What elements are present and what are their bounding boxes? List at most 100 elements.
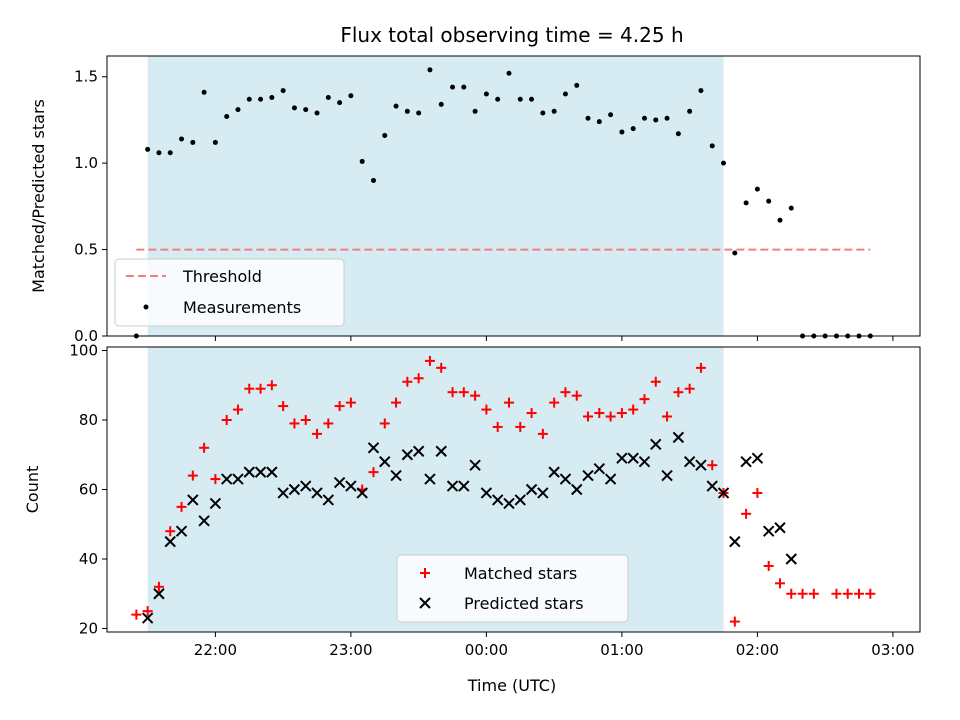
measurement-point: [325, 94, 331, 100]
measurement-point: [201, 89, 207, 95]
predicted-star-point: [435, 445, 447, 457]
measurement-point: [721, 160, 727, 166]
predicted-star-point: [638, 455, 651, 468]
count-y-tick-label: 20: [79, 620, 98, 638]
matched-star-point: [673, 387, 684, 398]
matched-star-point: [616, 408, 627, 419]
matched-star-point: [278, 401, 289, 412]
measurement-point: [483, 91, 489, 97]
matched-star-point: [854, 588, 865, 599]
predicted-star-point: [514, 494, 526, 506]
matched-star-point: [639, 394, 650, 405]
matched-star-point: [831, 588, 842, 599]
predicted-star-point: [559, 473, 572, 485]
measurement-point: [766, 198, 772, 204]
predicted-star-point: [153, 588, 165, 600]
predicted-star-point: [300, 480, 312, 492]
measurement-point: [314, 110, 320, 116]
ratio-panel: 0.0 0.5 1.0 1.5 Matched/Predicted stars Thr…: [29, 55, 921, 345]
measurement-point: [743, 200, 749, 206]
predicted-star-point: [480, 487, 493, 499]
predicted-star-point: [593, 462, 606, 475]
matched-star-point: [142, 606, 153, 617]
measurement-point: [280, 88, 286, 94]
matched-star-point: [707, 460, 718, 471]
matched-star-point: [583, 411, 594, 422]
measurement-point: [438, 101, 444, 107]
matched-star-point: [334, 401, 345, 412]
measurement-point: [675, 131, 681, 137]
measurement-point: [506, 70, 512, 76]
predicted-star-point: [209, 497, 222, 510]
predicted-star-point: [650, 438, 662, 451]
predicted-star-point: [537, 487, 549, 499]
measurement-point: [540, 110, 546, 116]
matched-star-point: [244, 383, 255, 394]
x-tick-label: 01:00: [600, 641, 643, 659]
matched-star-point: [774, 578, 785, 589]
measurement-point: [574, 82, 580, 88]
predicted-star-point: [458, 480, 470, 492]
count-y-tick-label: 40: [79, 550, 98, 568]
matched-star-point: [300, 414, 311, 425]
ratio-y-tick-label: 1.0: [74, 154, 98, 172]
measurement-point: [472, 108, 478, 114]
predicted-star-point: [548, 466, 560, 478]
measurement-point: [754, 186, 760, 192]
predicted-star-point: [604, 473, 617, 485]
measurement-point: [235, 107, 241, 113]
count-y-tick-label: 100: [69, 341, 98, 359]
measurement-point: [608, 112, 614, 118]
matched-star-point: [447, 387, 458, 398]
predicted-star-point: [695, 459, 707, 471]
predicted-star-point: [627, 452, 639, 464]
measurement-point: [664, 115, 670, 121]
measurement-point: [156, 150, 162, 156]
measurement-point: [461, 84, 467, 90]
matched-star-point: [571, 390, 582, 401]
measurement-point: [596, 119, 602, 125]
matched-star-points: [131, 355, 876, 627]
measurement-point: [212, 139, 218, 145]
predicted-star-point: [220, 473, 233, 485]
measurement-point: [224, 113, 230, 119]
matched-star-point: [865, 588, 876, 599]
matched-star-point: [515, 421, 526, 432]
predicted-star-point: [164, 535, 176, 548]
legend-measurements-swatch: [143, 304, 149, 310]
predicted-star-point: [345, 480, 357, 492]
predicted-star-point: [254, 466, 267, 478]
matched-star-point: [131, 609, 142, 620]
ratio-y-ticks: 0.0 0.5 1.0 1.5: [74, 68, 107, 345]
measurement-point: [303, 107, 309, 113]
predicted-star-point: [288, 483, 301, 496]
predicted-star-point: [356, 487, 368, 499]
matched-star-point: [842, 588, 853, 599]
measurement-point: [190, 139, 196, 145]
x-tick-label: 22:00: [194, 641, 237, 659]
count-y-axis-label: Count: [23, 466, 42, 514]
measurement-point: [495, 96, 501, 102]
predicted-star-point: [729, 535, 741, 548]
legend-matched-label: Matched stars: [464, 564, 577, 583]
matched-star-point: [323, 418, 334, 429]
predicted-star-point: [424, 473, 436, 485]
predicted-star-point: [379, 455, 391, 468]
measurement-point: [788, 205, 794, 211]
measurement-point: [337, 100, 343, 106]
measurement-point: [167, 150, 173, 156]
measurement-point: [404, 108, 410, 114]
x-tick-label: 00:00: [465, 641, 508, 659]
predicted-star-point: [187, 494, 199, 506]
matched-star-point: [684, 383, 695, 394]
ratio-y-tick-label: 0.0: [74, 327, 98, 345]
ratio-y-tick-label: 1.5: [74, 68, 98, 86]
measurement-point: [370, 177, 376, 183]
predicted-star-point: [401, 449, 414, 461]
predicted-star-point: [706, 480, 718, 492]
count-panel: 20 40 60 80 100 22:00 23:00 00:00 01:00 02:00 03:…: [23, 341, 921, 695]
matched-star-point: [153, 581, 164, 592]
matched-star-point: [424, 355, 435, 366]
measurement-point: [641, 115, 647, 121]
